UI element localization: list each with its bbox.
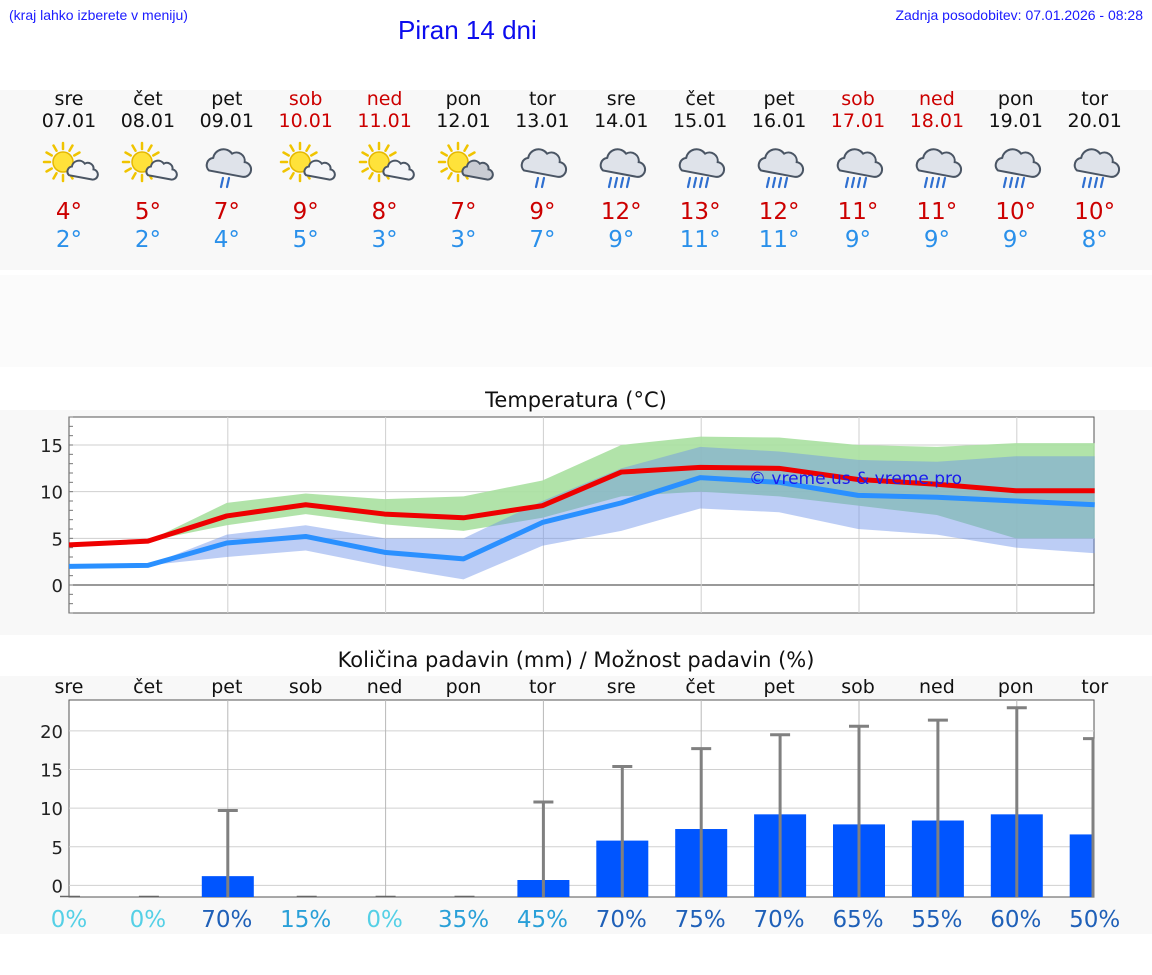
max-temperature: 12°	[758, 199, 800, 225]
min-temperature: 11°	[758, 227, 800, 253]
day-name: pon	[445, 88, 482, 110]
forecast-day: tor 13.01 9° 7°	[502, 88, 582, 254]
cloud-rain-icon	[986, 136, 1046, 196]
forecast-day: pon 12.01 7° 3°	[424, 88, 504, 254]
day-date: 19.01	[988, 110, 1043, 132]
sun-cloud-dark-icon	[434, 136, 494, 196]
cloud-rain-icon	[591, 136, 651, 196]
day-date: 10.01	[278, 110, 333, 132]
location-hint: (kraj lahko izberete v meniju)	[9, 7, 188, 23]
cloud-rain-icon	[749, 136, 809, 196]
day-name: pon	[997, 88, 1034, 110]
min-temperature: 3°	[371, 227, 398, 253]
min-temperature: 9°	[844, 227, 872, 253]
forecast-day: sre 14.01 12° 9°	[581, 88, 661, 254]
forecast-day: sob 10.01 9° 5°	[266, 88, 346, 254]
max-temperature: 9°	[529, 199, 556, 225]
max-temperature: 10°	[1074, 199, 1116, 225]
cloud-rain-icon	[828, 136, 888, 196]
temperature-chart-background	[0, 410, 1152, 635]
max-temperature: 13°	[679, 199, 721, 225]
forecast-strip-background	[0, 90, 1152, 270]
day-name: sob	[288, 88, 323, 110]
min-temperature: 9°	[923, 227, 950, 253]
day-name: sob	[841, 88, 875, 110]
cloud-rain-light-icon	[512, 136, 572, 196]
max-temperature: 10°	[995, 199, 1037, 225]
last-updated: Zadnja posodobitev: 07.01.2026 - 08:28	[895, 7, 1143, 23]
day-date: 07.01	[41, 110, 97, 132]
forecast-day: sre 07.01 4° 2°	[29, 88, 109, 254]
min-temperature: 3°	[450, 227, 477, 253]
sun-cloud-icon	[355, 136, 415, 196]
max-temperature: 7°	[213, 199, 240, 225]
day-name: sre	[54, 88, 84, 110]
day-name: čet	[685, 88, 715, 110]
day-name: sre	[606, 88, 636, 110]
forecast-day: čet 08.01 5° 2°	[108, 88, 188, 254]
day-name: pet	[211, 88, 243, 110]
day-name: ned	[918, 88, 955, 110]
min-temperature: 2°	[55, 227, 83, 253]
day-date: 17.01	[830, 110, 886, 132]
min-temperature: 9°	[608, 227, 635, 253]
forecast-day: sob 17.01 11° 9°	[818, 88, 898, 254]
day-date: 15.01	[672, 110, 728, 132]
sun-cloud-icon	[118, 136, 178, 196]
max-temperature: 11°	[837, 199, 879, 225]
day-name: tor	[528, 88, 556, 110]
min-temperature: 7°	[529, 227, 556, 253]
max-temperature: 5°	[134, 199, 161, 225]
day-date: 16.01	[751, 110, 807, 132]
forecast-day: ned 11.01 8° 3°	[345, 88, 425, 254]
min-temperature: 5°	[292, 227, 319, 253]
precipitation-chart-background	[0, 676, 1152, 934]
min-temperature: 2°	[134, 227, 161, 253]
min-temperature: 4°	[213, 227, 240, 253]
cloud-rain-icon	[670, 136, 730, 196]
forecast-day: ned 18.01 11° 9°	[897, 88, 977, 254]
min-temperature: 11°	[679, 227, 721, 253]
day-name: pet	[763, 88, 795, 110]
spacer-band	[0, 275, 1152, 367]
day-date: 13.01	[515, 110, 570, 132]
temperature-chart-title: Temperatura (°C)	[485, 388, 667, 412]
cloud-rain-light-icon	[197, 136, 257, 196]
min-temperature: 8°	[1081, 227, 1108, 253]
max-temperature: 8°	[371, 199, 398, 225]
max-temperature: 7°	[450, 199, 477, 225]
sun-cloud-icon	[276, 136, 336, 196]
forecast-day: pet 16.01 12° 11°	[739, 88, 819, 254]
max-temperature: 4°	[55, 199, 83, 225]
max-temperature: 11°	[916, 199, 958, 225]
forecast-day: tor 20.01 10° 8°	[1055, 88, 1135, 254]
page-title: Piran 14 dni	[398, 15, 537, 45]
sun-cloud-icon	[39, 136, 99, 196]
day-date: 14.01	[594, 110, 649, 132]
day-date: 20.01	[1067, 110, 1122, 132]
day-date: 08.01	[120, 110, 176, 132]
max-temperature: 9°	[292, 199, 319, 225]
day-date: 11.01	[357, 110, 412, 132]
max-temperature: 12°	[600, 199, 642, 225]
day-name: čet	[133, 88, 163, 110]
day-name: ned	[366, 88, 403, 110]
day-date: 18.01	[909, 110, 965, 132]
min-temperature: 9°	[1002, 227, 1029, 253]
forecast-day: pet 09.01 7° 4°	[187, 88, 267, 254]
cloud-rain-icon	[907, 136, 967, 196]
day-date: 09.01	[199, 110, 254, 132]
cloud-rain-icon	[1065, 136, 1125, 196]
day-date: 12.01	[436, 110, 491, 132]
precipitation-chart-title: Količina padavin (mm) / Možnost padavin …	[337, 648, 815, 672]
forecast-day: čet 15.01 13° 11°	[660, 88, 740, 254]
forecast-day: pon 19.01 10° 9°	[976, 88, 1056, 254]
day-name: tor	[1081, 88, 1109, 110]
